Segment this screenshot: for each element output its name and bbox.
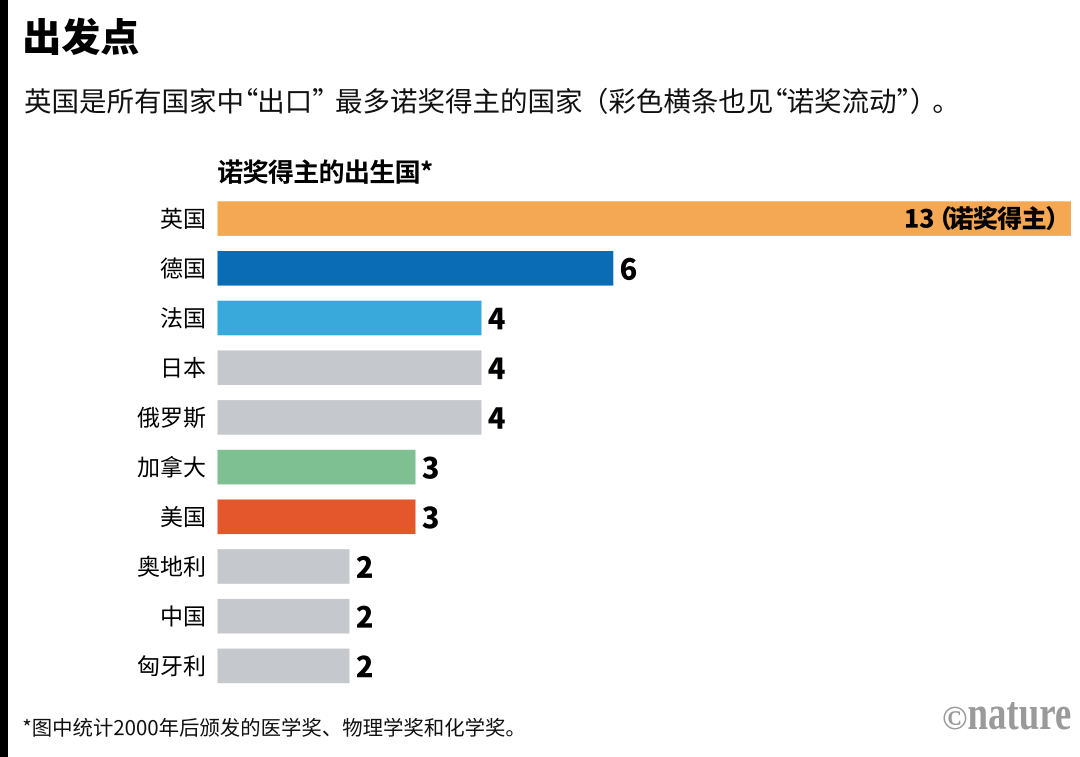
svg-text:©: © bbox=[942, 700, 967, 737]
svg-text:nature: nature bbox=[968, 688, 1072, 741]
